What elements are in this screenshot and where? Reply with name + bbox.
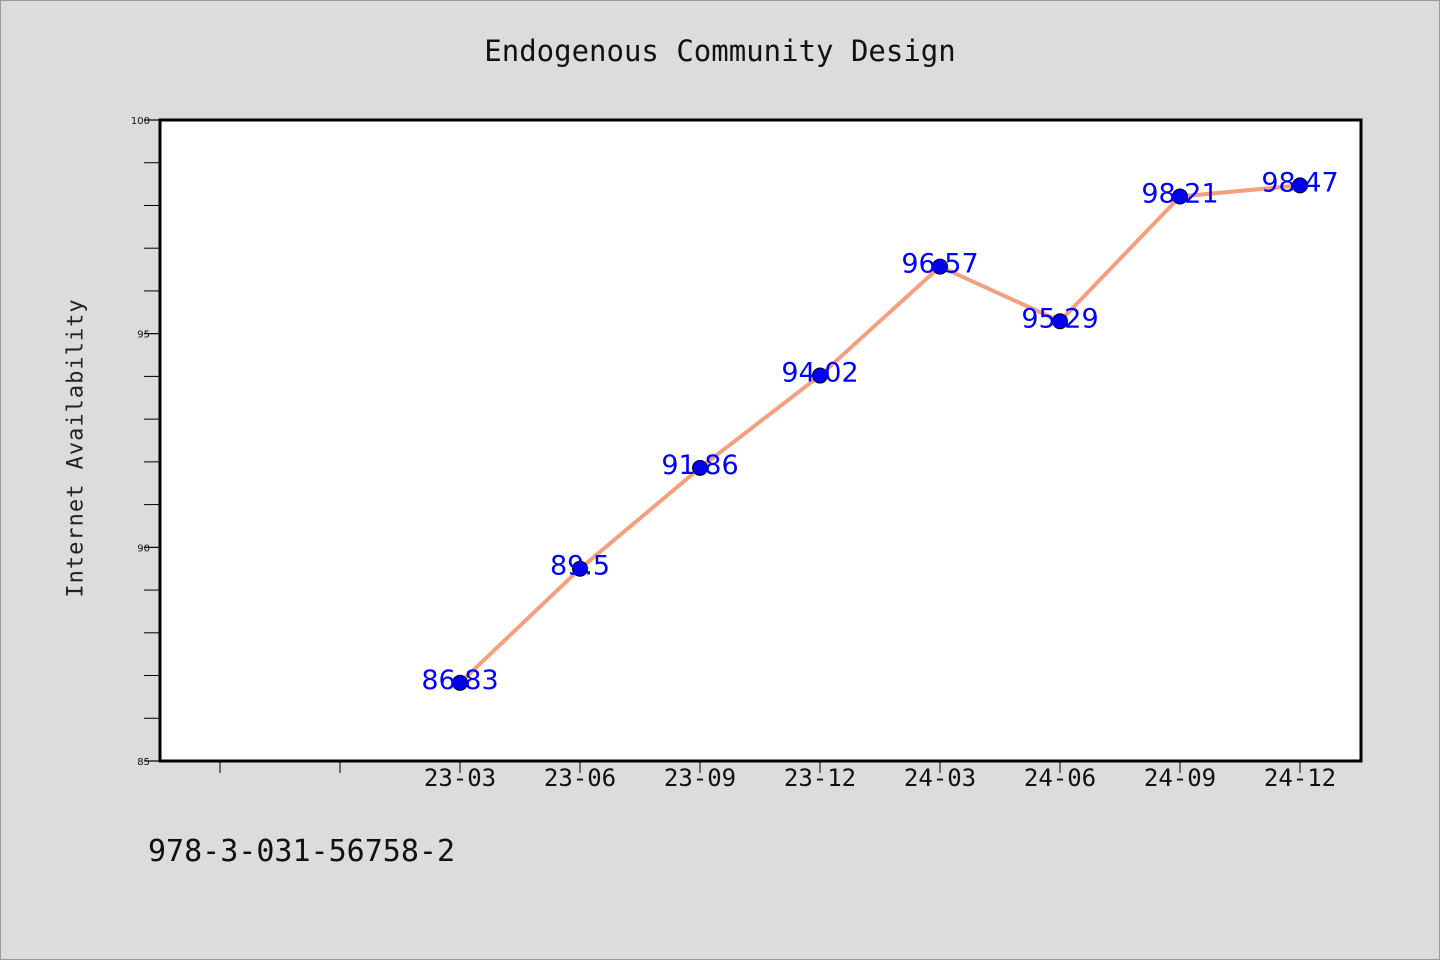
y-tick-label: 85: [137, 757, 150, 768]
data-label: 98.47: [1261, 167, 1338, 198]
x-tick-label: 24-12: [1264, 764, 1336, 792]
y-tick-label: 100: [131, 116, 150, 127]
data-label: 95.29: [1021, 303, 1098, 334]
plot-border: [158, 118, 1363, 763]
x-tick-label: 24-03: [904, 764, 976, 792]
plot-area: [160, 120, 1361, 761]
x-tick-label: 24-06: [1024, 764, 1096, 792]
data-point: [1292, 177, 1308, 194]
data-point: [692, 459, 708, 476]
data-point: [452, 674, 468, 691]
x-tick-label: 23-09: [664, 764, 736, 792]
x-tick-label: 23-03: [424, 764, 496, 792]
data-point: [932, 258, 948, 275]
isbn-text: 978-3-031-56758-2: [148, 834, 456, 869]
data-point: [1172, 188, 1188, 205]
data-label: 89.5: [550, 551, 610, 582]
data-label: 91.86: [661, 450, 738, 481]
y-tick-label: 90: [137, 543, 150, 554]
y-tick-label: 95: [137, 330, 150, 341]
data-point: [572, 560, 588, 577]
data-label: 96.57: [901, 249, 978, 280]
data-label: 94.02: [781, 358, 858, 389]
data-label: 98.21: [1141, 178, 1218, 209]
chart-title: Endogenous Community Design: [484, 34, 956, 68]
x-tick-label: 24-09: [1144, 764, 1216, 792]
x-tick-label: 23-12: [784, 764, 856, 792]
x-tick-label: 23-06: [544, 764, 616, 792]
series-line: [458, 183, 1302, 685]
data-label: 86.83: [421, 665, 498, 696]
data-point: [1052, 313, 1068, 330]
data-point: [812, 367, 828, 384]
